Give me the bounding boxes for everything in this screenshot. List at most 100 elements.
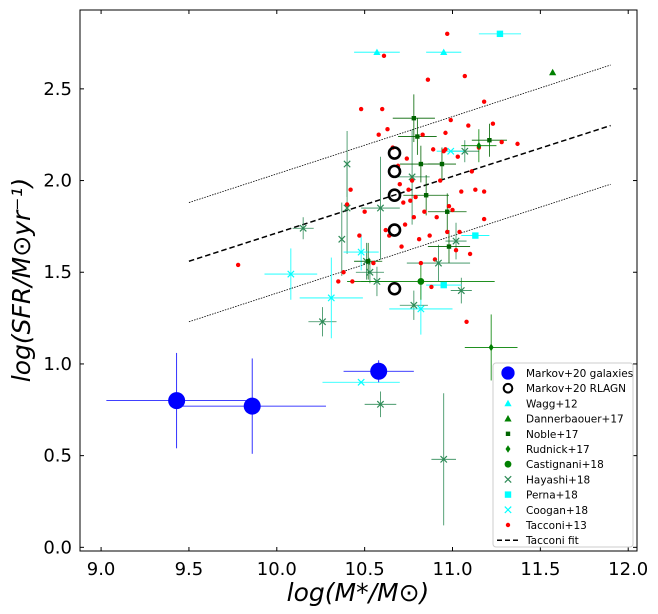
data-point	[445, 31, 450, 37]
data-point	[358, 106, 364, 112]
data-point	[387, 281, 402, 296]
data-point	[440, 455, 448, 463]
data-point	[450, 207, 455, 213]
legend-label: Tacconi+13	[525, 520, 587, 532]
data-point	[371, 260, 376, 266]
y-tick-label: 1.0	[43, 354, 72, 375]
legend-label: Hayashi+18	[526, 474, 590, 486]
data-point	[373, 277, 381, 286]
data-point	[418, 260, 424, 266]
data-point	[341, 270, 346, 275]
data-point	[455, 154, 460, 159]
legend: Markov+20 galaxies Markov+20 RLAGN Wagg+12…	[492, 362, 634, 548]
data-point	[481, 99, 487, 104]
data-point	[457, 229, 462, 235]
data-point	[387, 188, 402, 203]
legend-marker	[504, 460, 512, 468]
data-point	[365, 259, 371, 264]
data-point	[343, 160, 351, 168]
legend-label: Perna+18	[526, 490, 578, 502]
data-point	[350, 279, 355, 284]
data-point	[499, 139, 504, 145]
data-point	[459, 189, 464, 194]
data-point	[387, 146, 402, 160]
y-tick-label: 0.0	[43, 537, 72, 558]
legend-marker	[501, 366, 515, 380]
marker-layer	[168, 30, 557, 463]
data-point	[466, 123, 471, 128]
data-point	[348, 187, 353, 192]
legend-marker	[504, 491, 512, 498]
data-point	[434, 215, 439, 220]
x-tick-label: 11.5	[520, 559, 560, 580]
data-point	[366, 268, 374, 276]
data-point	[404, 156, 410, 161]
data-point	[343, 204, 351, 212]
data-point	[429, 284, 434, 290]
data-point	[413, 194, 418, 200]
legend-label: Noble+17	[526, 429, 578, 441]
data-point	[336, 279, 341, 284]
data-point	[381, 53, 387, 59]
data-point	[448, 117, 453, 123]
data-point	[438, 178, 443, 183]
data-point	[408, 198, 413, 203]
data-point	[423, 193, 429, 198]
data-point	[406, 187, 411, 192]
y-axis-label: log(SFR/M⊙yr⁻¹)	[7, 178, 36, 382]
legend-label: Dannerbaouer+17	[526, 414, 624, 426]
data-point	[549, 68, 557, 76]
data-point	[464, 319, 469, 324]
data-point	[417, 278, 425, 285]
data-point	[399, 244, 404, 249]
data-point	[401, 200, 406, 205]
data-point	[376, 204, 385, 212]
data-point	[235, 262, 241, 268]
data-point	[446, 244, 452, 249]
data-point	[476, 141, 482, 150]
data-point	[383, 227, 388, 233]
data-point	[415, 134, 420, 139]
data-point	[411, 215, 417, 220]
data-point	[373, 48, 381, 56]
y-tick-label: 0.5	[43, 446, 72, 467]
legend-label: Markov+20 galaxies	[526, 368, 633, 380]
data-point	[420, 132, 425, 137]
x-axis-label: log(M*/M⊙)	[287, 578, 430, 607]
data-point	[481, 189, 487, 194]
data-point	[318, 318, 327, 326]
data-point	[362, 209, 367, 214]
data-point	[515, 141, 520, 147]
data-point	[411, 116, 417, 121]
data-point	[327, 294, 335, 302]
data-point	[440, 48, 448, 56]
data-point	[439, 161, 445, 167]
data-point	[376, 400, 385, 408]
data-point	[387, 164, 402, 179]
data-point	[445, 229, 450, 235]
data-point	[473, 187, 478, 192]
data-point	[490, 121, 496, 126]
x-tick-label: 12.0	[608, 559, 648, 580]
data-point	[287, 270, 295, 278]
data-point	[387, 223, 402, 237]
legend-label: Tacconi fit	[525, 535, 579, 547]
y-tick-label: 2.5	[43, 79, 72, 100]
legend-marker	[504, 475, 512, 484]
legend-marker	[505, 431, 511, 436]
data-point	[299, 224, 307, 232]
legend-marker	[505, 522, 511, 528]
legend-marker	[504, 506, 512, 514]
legend-label: Coogan+18	[526, 505, 588, 517]
data-point	[416, 237, 422, 242]
data-point	[488, 343, 494, 352]
data-point	[422, 209, 427, 214]
data-point	[357, 248, 365, 256]
fit-scatter-band-line	[188, 64, 611, 203]
data-point	[430, 147, 436, 152]
x-tick-label: 9.5	[175, 559, 204, 580]
data-point	[410, 301, 418, 309]
data-point	[370, 362, 388, 380]
data-point	[467, 251, 473, 257]
